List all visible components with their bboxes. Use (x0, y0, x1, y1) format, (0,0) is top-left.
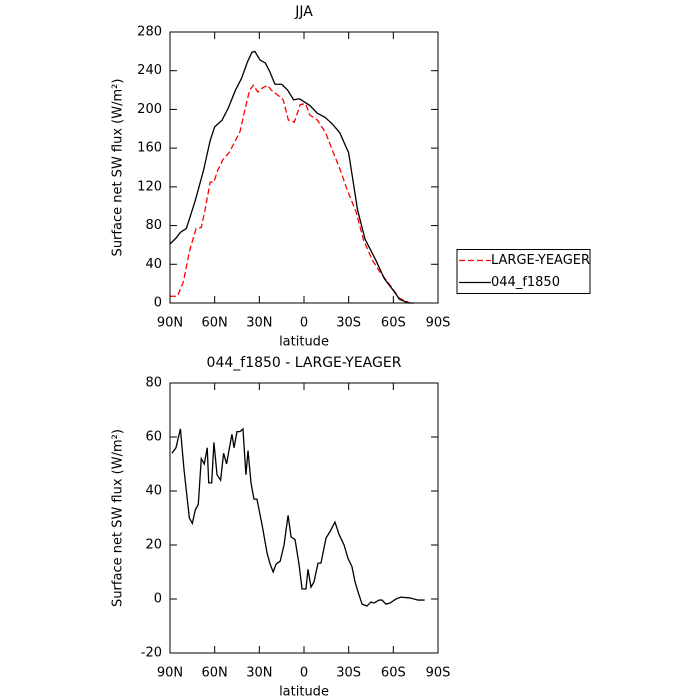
x-tick-label: 30S (336, 666, 361, 681)
legend-label: 044_f1850 (491, 275, 560, 290)
x-tick-label: 90N (157, 316, 183, 331)
y-tick-label: -20 (141, 646, 162, 661)
x-tick-label: 30N (246, 666, 272, 681)
legend-label: LARGE-YEAGER (491, 253, 590, 268)
x-tick-label: 60S (381, 666, 406, 681)
x-tick-label: 30S (336, 316, 361, 331)
plot-frame (169, 31, 439, 304)
chart-title: JJA (294, 4, 313, 20)
y-axis-label: Surface net SW flux (W/m²) (111, 79, 126, 257)
data-line (171, 427, 425, 607)
x-tick-label: 90S (426, 666, 451, 681)
y-tick-label: 240 (137, 63, 162, 78)
x-tick-label: 90S (426, 316, 451, 331)
x-tick-label: 0 (300, 316, 308, 331)
chart-title: 044_f1850 - LARGE-YEAGER (207, 355, 402, 371)
plot-frame (169, 382, 439, 654)
x-tick-label: 0 (300, 666, 308, 681)
y-tick-label: 200 (137, 102, 162, 117)
legend-box (456, 249, 591, 294)
y-tick-label: 40 (145, 484, 162, 499)
y-tick-label: 40 (145, 257, 162, 272)
x-tick-label: 90N (157, 666, 183, 681)
y-tick-label: 0 (154, 296, 162, 311)
y-tick-label: 280 (137, 25, 162, 40)
y-axis-label: Surface net SW flux (W/m²) (111, 429, 126, 607)
x-tick-label: 60N (202, 316, 228, 331)
x-tick-label: 60N (202, 666, 228, 681)
y-tick-label: 160 (137, 141, 162, 156)
x-axis-label: latitude (279, 335, 329, 350)
y-tick-label: 80 (145, 376, 162, 391)
data-line (169, 50, 415, 304)
y-tick-label: 60 (145, 430, 162, 445)
x-tick-label: 30N (246, 316, 272, 331)
y-tick-label: 0 (154, 592, 162, 607)
y-tick-label: 80 (145, 218, 162, 233)
y-tick-label: 120 (137, 179, 162, 194)
x-tick-label: 60S (381, 316, 406, 331)
x-axis-label: latitude (279, 685, 329, 700)
data-line (170, 84, 410, 304)
y-tick-label: 20 (145, 538, 162, 553)
